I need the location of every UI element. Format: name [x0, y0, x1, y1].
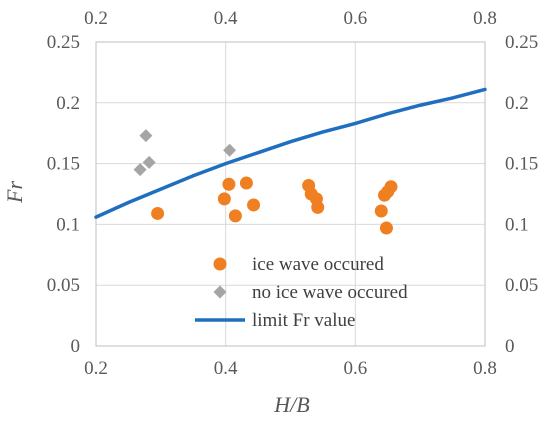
legend-entry-label: no ice wave occured: [252, 282, 408, 303]
plot-frame: [95, 41, 486, 347]
legend-diamond-marker: [213, 285, 227, 299]
ice-wave-point: [379, 221, 393, 235]
y-tick-label: 0.1: [56, 214, 80, 235]
legend: ice wave occured no ice wave occured limit…: [195, 254, 408, 331]
x2-tick-label: 0.6: [343, 8, 367, 29]
plot-area: [94, 87, 487, 235]
x2-tick-label: 0.4: [214, 8, 238, 29]
ice-wave-point: [384, 180, 398, 194]
ice-wave-point: [311, 200, 325, 214]
x-tick-label: 0.4: [214, 358, 238, 379]
y2-tick-label: 0.05: [505, 275, 538, 296]
y2-tick-label: 0.1: [505, 214, 529, 235]
y-tick-label: 0.15: [47, 154, 80, 175]
ice-wave-point: [222, 177, 236, 191]
x2-tick-label: 0.2: [84, 8, 108, 29]
y-tick-label: 0.2: [56, 93, 80, 114]
x-axis-label: H/B: [273, 392, 309, 417]
y-axis-label: Fr: [2, 181, 27, 204]
x-tick-label: 0.8: [473, 358, 497, 379]
legend-entry-label: limit Fr value: [252, 310, 355, 331]
axes: [95, 41, 486, 347]
limit-fr-line: [94, 87, 487, 219]
y-tick-label: 0.05: [47, 275, 80, 296]
y2-tick-label: 0.2: [505, 93, 529, 114]
ice-wave-point: [217, 192, 231, 206]
legend-circle-marker: [213, 257, 227, 271]
no-ice-wave-point: [133, 163, 147, 177]
x-tick-label: 0.6: [343, 358, 367, 379]
ice-wave-point: [151, 206, 165, 220]
no-ice-wave-point: [142, 155, 156, 169]
x2-tick-label: 0.8: [473, 8, 497, 29]
y2-tick-label: 0: [505, 336, 515, 357]
no-ice-wave-point: [139, 129, 153, 143]
y-tick-label: 0: [71, 336, 81, 357]
ice-wave-point: [247, 198, 261, 212]
y2-tick-label: 0.25: [505, 32, 538, 53]
legend-entry-label: ice wave occured: [252, 254, 384, 275]
x-tick-label: 0.2: [84, 358, 108, 379]
y-tick-label: 0.25: [47, 32, 80, 53]
tick-labels: 00.050.10.150.20.2500.050.10.150.20.250.…: [47, 8, 539, 379]
ice-wave-point: [239, 176, 253, 190]
ice-wave-point: [228, 209, 242, 223]
y2-tick-label: 0.15: [505, 154, 538, 175]
ice-wave-point: [374, 204, 388, 218]
no-ice-wave-point: [223, 143, 237, 157]
